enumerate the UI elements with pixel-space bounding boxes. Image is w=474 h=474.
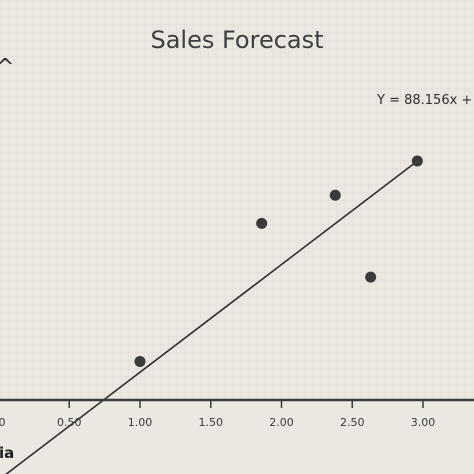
- x-tick-label: 1.50: [199, 416, 224, 429]
- data-point: [256, 217, 268, 229]
- chart-title: Sales Forecast: [150, 26, 323, 54]
- partial-logo-glyph: ^: [0, 55, 14, 80]
- data-point: [134, 355, 146, 367]
- x-tick-label: 1.00: [128, 416, 153, 429]
- points-layer: [134, 155, 423, 367]
- x-tick-label: 00: [0, 416, 6, 429]
- x-tick-label: 0.50: [57, 416, 82, 429]
- data-point: [365, 271, 377, 283]
- trendline: [5, 158, 421, 474]
- x-axis-ticks: 00 0.50 1.00 1.50 2.00 2.50 3.00: [0, 400, 435, 429]
- x-tick-label: 3.00: [411, 416, 436, 429]
- trendline-layer: [5, 158, 421, 474]
- x-tick-label: 2.50: [340, 416, 365, 429]
- data-point: [411, 155, 423, 167]
- grid-area: [0, 0, 474, 400]
- trendline-equation: Y = 88.156x +: [376, 93, 472, 108]
- partial-brand-text: ia: [0, 444, 14, 462]
- data-point: [329, 189, 341, 201]
- x-tick-label: 2.00: [269, 416, 294, 429]
